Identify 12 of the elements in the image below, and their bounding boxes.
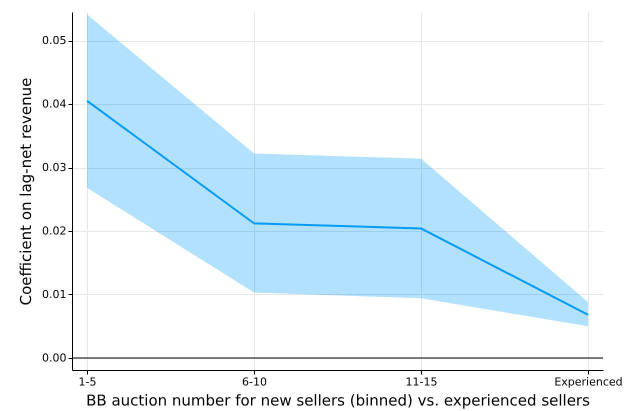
x-tick-label: 6-10 <box>242 376 267 388</box>
y-tick-label: 0.02 <box>42 224 66 238</box>
x-tick-label: 1-5 <box>78 376 97 388</box>
y-axis-title: Coefficient on lag-net revenue <box>17 78 36 306</box>
y-tick-label: 0.05 <box>42 34 66 48</box>
y-tick-label: 0.04 <box>42 98 66 111</box>
y-tick-label: 0.00 <box>42 351 66 364</box>
x-axis-title: BB auction number for new sellers (binned) vs. experienced sellers <box>86 392 590 410</box>
y-tick-label: 0.01 <box>42 288 66 301</box>
x-tick-label: 11-15 <box>406 376 438 388</box>
x-tick-label: Experienced <box>554 376 623 388</box>
y-tick-label: 0.03 <box>42 161 66 174</box>
